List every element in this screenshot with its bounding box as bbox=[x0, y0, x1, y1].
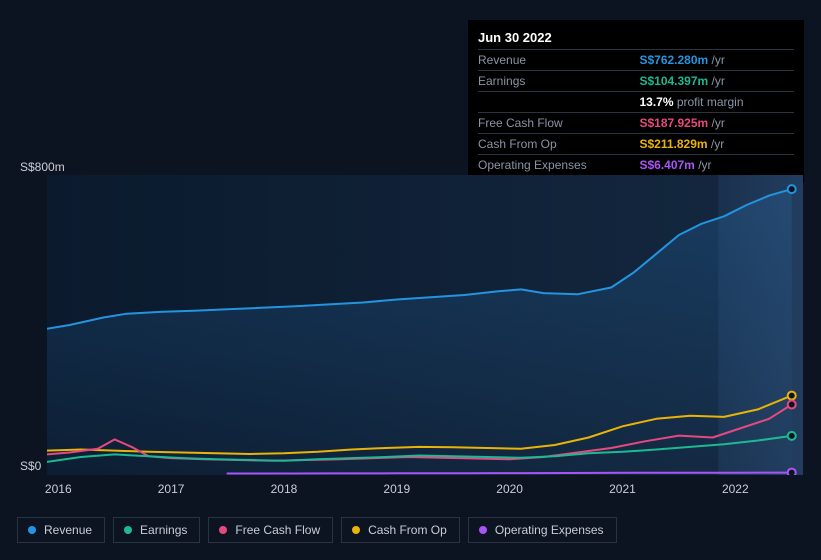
x-axis: 2016 2017 2018 2019 2020 2021 2022 bbox=[47, 482, 803, 500]
x-tick-label: 2017 bbox=[158, 482, 185, 496]
legend-item-label: Earnings bbox=[140, 523, 187, 537]
tooltip-date: Jun 30 2022 bbox=[478, 26, 794, 49]
legend-item-cfo[interactable]: Cash From Op bbox=[341, 517, 460, 543]
tooltip-row-value: S$104.397m bbox=[639, 74, 711, 88]
legend-item-revenue[interactable]: Revenue bbox=[17, 517, 105, 543]
tooltip-row-value: S$6.407m bbox=[639, 158, 698, 172]
chart-legend: Revenue Earnings Free Cash Flow Cash From O… bbox=[17, 517, 617, 543]
legend-item-label: Free Cash Flow bbox=[235, 523, 320, 537]
legend-dot-icon bbox=[124, 526, 132, 534]
x-tick-label: 2021 bbox=[609, 482, 636, 496]
series-line-opex bbox=[228, 473, 792, 474]
x-tick-label: 2018 bbox=[271, 482, 298, 496]
legend-dot-icon bbox=[219, 526, 227, 534]
chart-plot-area[interactable] bbox=[47, 175, 803, 475]
series-end-marker-cfo bbox=[788, 392, 796, 400]
tooltip-row-label: Earnings bbox=[478, 71, 639, 92]
legend-item-fcf[interactable]: Free Cash Flow bbox=[208, 517, 333, 543]
x-tick-label: 2022 bbox=[722, 482, 749, 496]
tooltip-table: RevenueS$762.280m /yrEarningsS$104.397m … bbox=[478, 49, 794, 175]
legend-item-label: Operating Expenses bbox=[495, 523, 604, 537]
legend-item-label: Cash From Op bbox=[368, 523, 447, 537]
x-tick-label: 2019 bbox=[383, 482, 410, 496]
x-tick-label: 2016 bbox=[45, 482, 72, 496]
x-tick-label: 2020 bbox=[496, 482, 523, 496]
tooltip-row-value: S$211.829m bbox=[639, 137, 710, 151]
tooltip-row-label: Revenue bbox=[478, 50, 639, 71]
tooltip-row-value: S$762.280m bbox=[639, 53, 711, 67]
legend-item-earnings[interactable]: Earnings bbox=[113, 517, 200, 543]
legend-item-opex[interactable]: Operating Expenses bbox=[468, 517, 617, 543]
tooltip-row-value: S$187.925m bbox=[639, 116, 711, 130]
series-end-marker-revenue bbox=[788, 185, 796, 193]
legend-item-label: Revenue bbox=[44, 523, 92, 537]
y-axis-zero-label: S$0 bbox=[20, 459, 41, 473]
chart-tooltip: Jun 30 2022 RevenueS$762.280m /yrEarning… bbox=[468, 20, 804, 183]
legend-dot-icon bbox=[479, 526, 487, 534]
chart-svg bbox=[47, 175, 803, 475]
series-end-marker-earnings bbox=[788, 432, 796, 440]
series-end-marker-opex bbox=[788, 469, 796, 475]
y-axis-max-label: S$800m bbox=[20, 160, 65, 174]
series-end-marker-fcf bbox=[788, 401, 796, 409]
tooltip-row-label: Cash From Op bbox=[478, 134, 639, 155]
tooltip-row-label: Free Cash Flow bbox=[478, 113, 639, 134]
tooltip-row-label: Operating Expenses bbox=[478, 155, 639, 176]
legend-dot-icon bbox=[28, 526, 36, 534]
legend-dot-icon bbox=[352, 526, 360, 534]
